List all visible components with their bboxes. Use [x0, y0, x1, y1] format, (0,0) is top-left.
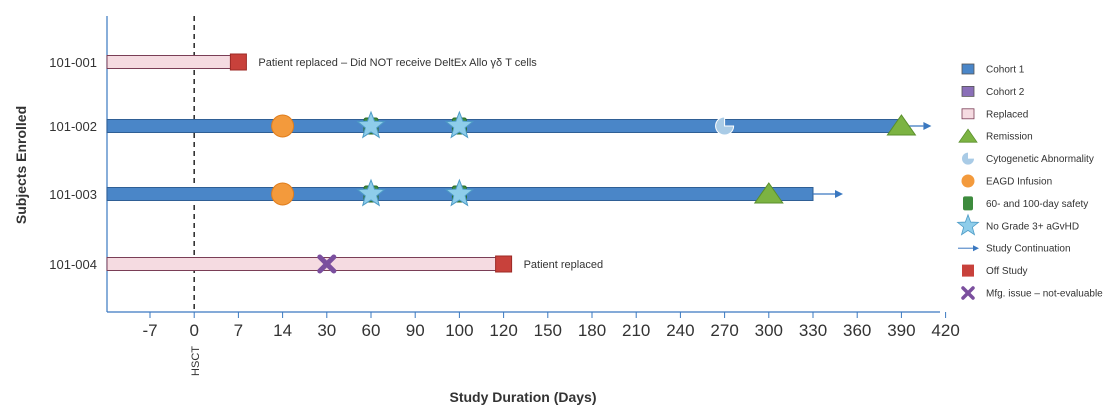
subject-row: 101-001 Patient replaced – Did NOT receiv…	[49, 53, 537, 71]
legend-swatch	[961, 63, 975, 75]
x-tick-label: 100	[445, 321, 473, 340]
eagd-infusion-marker	[271, 182, 295, 206]
subject-annotation: Patient replaced – Did NOT receive DeltE…	[258, 57, 537, 69]
legend-item: Off Study	[962, 264, 1028, 277]
no-grade3-agvhd-marker	[356, 178, 386, 207]
legend-swatch	[961, 86, 975, 97]
x-tick-label: 30	[317, 321, 336, 340]
x-tick-label: 150	[534, 321, 562, 340]
x-tick-label: 420	[931, 321, 959, 340]
remission-marker	[886, 114, 917, 136]
legend-label: EAGD Infusion	[986, 177, 1052, 188]
cytogenetic-abnormality-marker	[715, 116, 735, 136]
x-tick-label: 360	[843, 321, 871, 340]
subject-row: 101-003	[49, 178, 843, 207]
x-tick-label: 210	[622, 321, 650, 340]
legend-item: Replaced	[961, 108, 1028, 120]
legend-item: Mfg. issue – not-evaluable	[961, 286, 1103, 300]
legend-label: No Grade 3+ aGvHD	[986, 221, 1079, 232]
x-tick-label: 390	[887, 321, 915, 340]
legend-item: 60- and 100-day safety	[963, 196, 1088, 211]
legend-item: Study Continuation	[958, 244, 1071, 255]
x-tick-label: 90	[406, 321, 425, 340]
subject-bar	[106, 257, 505, 271]
legend-swatch-head	[973, 245, 979, 252]
legend-item: No Grade 3+ aGvHD	[956, 213, 1079, 236]
legend-item: Cytogenetic Abnormality	[962, 152, 1094, 165]
study-continuation-arrowhead	[835, 190, 843, 198]
subject-bar	[106, 55, 239, 69]
legend-swatch	[961, 286, 975, 300]
legend-label: Study Continuation	[986, 244, 1071, 255]
legend-swatch	[958, 128, 978, 143]
x-axis-title: Study Duration (Days)	[449, 389, 596, 405]
x-tick-label: 60	[362, 321, 381, 340]
legend-item: Remission	[958, 128, 1033, 143]
legend-swatch	[961, 108, 975, 120]
hsct-label: HSCT	[190, 346, 202, 376]
legend-swatch	[963, 196, 973, 211]
off-study-marker	[229, 53, 247, 71]
legend-label: Cohort 2	[986, 87, 1025, 98]
mfg-cross-stroke	[317, 254, 337, 274]
x-tick-label: 180	[578, 321, 606, 340]
study-continuation-arrowhead	[923, 122, 932, 130]
y-axis-title: Subjects Enrolled	[13, 106, 29, 224]
subject-row: 101-002	[49, 110, 932, 139]
x-tick-label: 7	[234, 321, 243, 340]
x-tick-label: -7	[142, 321, 157, 340]
remission-marker	[753, 182, 784, 204]
legend-item: EAGD Infusion	[961, 174, 1052, 188]
subject-id-label: 101-003	[49, 187, 97, 202]
x-tick-label: 240	[666, 321, 694, 340]
legend-label: Cohort 1	[986, 65, 1025, 76]
subject-row: 101-004 Patient replaced	[49, 254, 604, 274]
no-grade3-agvhd-marker	[356, 110, 386, 139]
subject-id-label: 101-002	[49, 119, 97, 134]
subject-bar	[106, 119, 902, 133]
x-ticks-group: -7 0 7 14 30 60 90 100 120 150 180 210 240 270 300 330 3…	[142, 312, 960, 340]
off-study-marker	[495, 255, 513, 273]
legend-label: Replaced	[986, 109, 1028, 120]
subject-annotation: Patient replaced	[524, 259, 604, 271]
legend-swatch	[956, 213, 980, 236]
x-tick-label: 0	[189, 321, 198, 340]
eagd-infusion-marker	[271, 114, 295, 138]
x-tick-label: 300	[755, 321, 783, 340]
legend: Cohort 1 Cohort 2 Replaced Remission Cytogen…	[956, 63, 1103, 300]
x-tick-label: 270	[710, 321, 738, 340]
legend-item: Cohort 1	[961, 63, 1025, 76]
no-grade3-agvhd-marker	[444, 110, 475, 139]
legend-label: Mfg. issue – not-evaluable	[986, 289, 1103, 300]
legend-item: Cohort 2	[961, 86, 1025, 98]
legend-swatch	[962, 264, 974, 277]
subject-rows-group: 101-001 Patient replaced – Did NOT receiv…	[49, 53, 932, 274]
legend-swatch	[961, 174, 975, 188]
mfg-issue-marker	[317, 254, 337, 274]
legend-label: Cytogenetic Abnormality	[986, 154, 1094, 165]
x-tick-label: 14	[273, 321, 292, 340]
legend-label: Off Study	[986, 266, 1028, 277]
legend-swatch	[962, 152, 974, 165]
subject-id-label: 101-001	[49, 55, 97, 70]
subject-id-label: 101-004	[49, 257, 97, 272]
x-tick-label: 120	[489, 321, 517, 340]
x-tick-label: 330	[799, 321, 827, 340]
legend-label: Remission	[986, 132, 1033, 143]
no-grade3-agvhd-marker	[444, 178, 475, 207]
legend-label: 60- and 100-day safety	[986, 199, 1088, 210]
